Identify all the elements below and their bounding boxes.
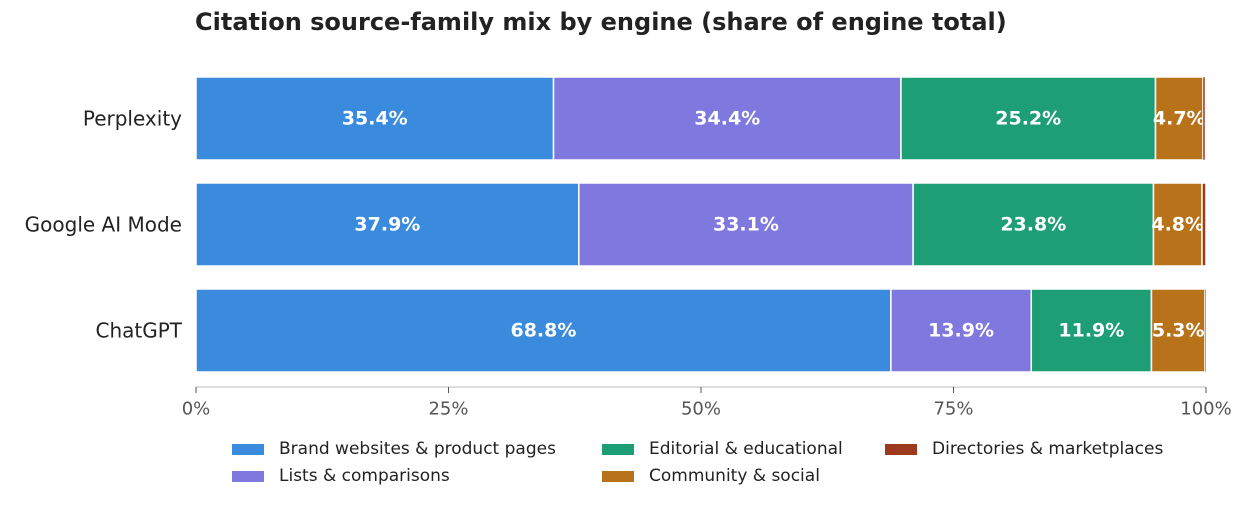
legend-swatch bbox=[602, 443, 634, 455]
data-label: 37.9% bbox=[354, 214, 420, 236]
bar-segment-brand-websites-product-pages bbox=[195, 76, 555, 161]
x-tick-label: 100% bbox=[1180, 399, 1231, 420]
legend-item-lists-comparisons: Lists & comparisons bbox=[232, 463, 450, 489]
bar-segment-brand-websites-product-pages bbox=[195, 288, 892, 373]
bar-segment-community-social bbox=[1150, 288, 1206, 373]
bar-segment-community-social bbox=[1154, 76, 1204, 161]
bar-segment-editorial-educational bbox=[900, 76, 1157, 161]
data-label: 23.8% bbox=[1000, 214, 1066, 236]
bar-segment-lists-comparisons bbox=[890, 288, 1033, 373]
x-tick-label: 0% bbox=[182, 399, 211, 420]
legend-label: Directories & marketplaces bbox=[932, 439, 1164, 459]
bar-segment-lists-comparisons bbox=[552, 76, 902, 161]
legend: Brand websites & product pages Lists & co… bbox=[232, 436, 1232, 492]
legend-swatch bbox=[602, 470, 634, 482]
data-label: 11.9% bbox=[1058, 320, 1124, 342]
stacked-bar-chart: Perplexity 35.4% 34.4% 25.2% 4.7% Google AI M… bbox=[25, 76, 1232, 420]
bar-segment-directories-marketplaces bbox=[1202, 76, 1206, 161]
data-label: 4.7% bbox=[1153, 108, 1206, 130]
data-label: 33.1% bbox=[713, 214, 779, 236]
category-label-chatgpt: ChatGPT bbox=[95, 319, 182, 343]
data-label: 34.4% bbox=[694, 108, 760, 130]
data-label: 5.3% bbox=[1152, 320, 1205, 342]
x-tick-label: 25% bbox=[428, 399, 468, 420]
category-label-google-ai-mode: Google AI Mode bbox=[25, 213, 182, 237]
data-label: 25.2% bbox=[995, 108, 1061, 130]
data-label: 35.4% bbox=[342, 108, 408, 130]
legend-label: Lists & comparisons bbox=[279, 466, 450, 486]
legend-item-brand-websites-product-pages: Brand websites & product pages bbox=[232, 436, 556, 462]
bar-segment-community-social bbox=[1152, 182, 1203, 267]
category-label-perplexity: Perplexity bbox=[83, 107, 182, 131]
bar-segment-editorial-educational bbox=[912, 182, 1155, 267]
legend-item-editorial-educational: Editorial & educational bbox=[602, 436, 843, 462]
legend-item-community-social: Community & social bbox=[602, 463, 820, 489]
bar-segment-editorial-educational bbox=[1030, 288, 1153, 373]
bar-segment-directories-marketplaces bbox=[1201, 182, 1207, 267]
bar-segment-lists-comparisons bbox=[578, 182, 914, 267]
legend-swatch bbox=[232, 443, 264, 455]
data-label: 4.8% bbox=[1151, 214, 1204, 236]
x-tick-label: 75% bbox=[933, 399, 973, 420]
legend-item-directories-marketplaces: Directories & marketplaces bbox=[885, 436, 1163, 462]
legend-label: Brand websites & product pages bbox=[279, 439, 556, 459]
bar-segment-brand-websites-product-pages bbox=[195, 182, 580, 267]
data-label: 13.9% bbox=[928, 320, 994, 342]
legend-swatch bbox=[232, 470, 264, 482]
x-tick-label: 50% bbox=[681, 399, 721, 420]
legend-swatch bbox=[885, 443, 917, 455]
legend-label: Community & social bbox=[649, 466, 820, 486]
legend-label: Editorial & educational bbox=[649, 439, 843, 459]
chart-title: Citation source-family mix by engine (sh… bbox=[195, 8, 1007, 36]
data-label: 68.8% bbox=[510, 320, 576, 342]
bar-segment-directories-marketplaces bbox=[1204, 288, 1207, 373]
